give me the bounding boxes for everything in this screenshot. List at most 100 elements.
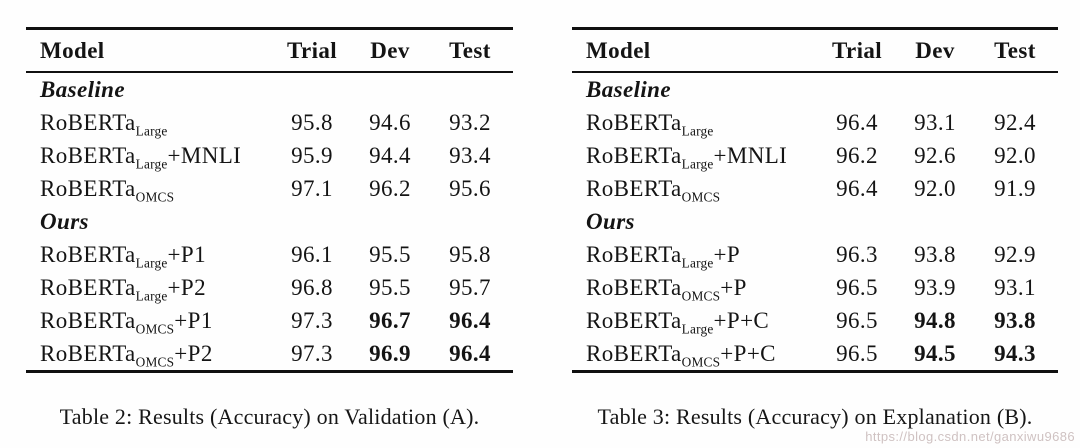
column-header-trial: Trial [271, 27, 353, 73]
csdn-watermark: https://blog.csdn.net/ganxiwu9686 [865, 429, 1075, 444]
table-header-row: Model Trial Dev Test [26, 27, 513, 73]
test-value: 93.1 [994, 274, 1036, 300]
section-label-baseline: Baseline [586, 76, 671, 102]
column-header-model: Model [26, 27, 271, 73]
table-3: Model Trial Dev Test Baseline RoBERTaLar… [572, 27, 1058, 373]
test-value: 96.4 [427, 337, 513, 373]
dev-value: 96.9 [353, 337, 427, 373]
dev-value: 96.7 [369, 307, 411, 333]
section-row: Ours [26, 205, 513, 238]
table-header-row: Model Trial Dev Test [572, 27, 1058, 73]
test-value: 92.9 [994, 241, 1036, 267]
table-row: RoBERTaOMCS+P2 97.3 96.9 96.4 [26, 337, 513, 373]
trial-value: 96.5 [836, 274, 878, 300]
model-base: RoBERTa [40, 307, 136, 333]
table-row: RoBERTaLarge 95.8 94.6 93.2 [26, 106, 513, 139]
model-subscript: Large [135, 288, 168, 304]
test-value: 96.4 [449, 307, 491, 333]
model-base: RoBERTa [586, 307, 682, 333]
model-base: RoBERTa [586, 142, 682, 168]
model-base: RoBERTa [40, 142, 136, 168]
model-suffix: +P [720, 274, 747, 300]
results-table-explanation: Model Trial Dev Test Baseline RoBERTaLar… [572, 27, 1058, 430]
model-base: RoBERTa [40, 340, 136, 366]
table-row: RoBERTaLarge+P 96.3 93.8 92.9 [572, 238, 1058, 271]
model-base: RoBERTa [40, 175, 136, 201]
test-value: 95.7 [449, 274, 491, 300]
model-suffix: +P+C [713, 307, 770, 333]
results-table-validation: Model Trial Dev Test Baseline RoBERTaLar… [26, 27, 513, 430]
model-subscript: Large [135, 123, 168, 139]
trial-value: 96.5 [836, 307, 878, 333]
table-row: RoBERTaLarge+P1 96.1 95.5 95.8 [26, 238, 513, 271]
model-subscript: OMCS [135, 321, 175, 337]
table-caption: Table 2: Results (Accuracy) on Validatio… [59, 404, 480, 429]
model-name: RoBERTaLarge [572, 106, 816, 139]
model-name: RoBERTaOMCS+P [572, 271, 816, 304]
test-value: 93.4 [449, 142, 491, 168]
table-row: RoBERTaOMCS+P1 97.3 96.7 96.4 [26, 304, 513, 337]
column-header-test: Test [427, 27, 513, 73]
table-row: RoBERTaLarge+P2 96.8 95.5 95.7 [26, 271, 513, 304]
model-name: RoBERTaLarge+P2 [26, 271, 271, 304]
model-name: RoBERTaLarge+P [572, 238, 816, 271]
model-suffix: +P+C [720, 340, 776, 366]
column-header-dev: Dev [898, 27, 972, 73]
trial-value: 96.3 [836, 241, 878, 267]
table-row: RoBERTaLarge+MNLI 95.9 94.4 93.4 [26, 139, 513, 172]
table-row: RoBERTaOMCS+P+C 96.5 94.5 94.3 [572, 337, 1058, 373]
model-name: RoBERTaOMCS+P1 [26, 304, 271, 337]
table-2: Model Trial Dev Test Baseline RoBERTaLar… [26, 27, 513, 373]
trial-value: 97.1 [291, 175, 333, 201]
model-suffix: +P1 [174, 307, 213, 333]
dev-value: 94.8 [914, 307, 956, 333]
column-header-test: Test [972, 27, 1058, 73]
table-row: RoBERTaOMCS 96.4 92.0 91.9 [572, 172, 1058, 205]
model-subscript: Large [681, 156, 714, 172]
table-row: RoBERTaLarge+MNLI 96.2 92.6 92.0 [572, 139, 1058, 172]
dev-value: 93.1 [914, 109, 956, 135]
trial-value: 96.1 [291, 241, 333, 267]
model-subscript: Large [135, 156, 168, 172]
model-base: RoBERTa [586, 274, 682, 300]
trial-value: 95.9 [291, 142, 333, 168]
dev-value: 93.8 [914, 241, 956, 267]
trial-value: 96.2 [836, 142, 878, 168]
trial-value: 96.8 [291, 274, 333, 300]
model-name: RoBERTaOMCS [572, 172, 816, 205]
model-suffix: +MNLI [713, 142, 788, 168]
model-base: RoBERTa [40, 274, 136, 300]
model-subscript: OMCS [135, 189, 175, 205]
model-suffix: +P1 [167, 241, 206, 267]
model-subscript: Large [135, 255, 168, 271]
section-label-ours: Ours [586, 208, 635, 234]
dev-value: 94.5 [898, 337, 972, 373]
model-suffix: +P2 [167, 274, 206, 300]
dev-value: 94.6 [369, 109, 411, 135]
table-row: RoBERTaLarge 96.4 93.1 92.4 [572, 106, 1058, 139]
trial-value: 95.8 [291, 109, 333, 135]
model-name: RoBERTaLarge+P1 [26, 238, 271, 271]
section-label-ours: Ours [40, 208, 89, 234]
model-name: RoBERTaLarge [26, 106, 271, 139]
trial-value: 96.4 [836, 109, 878, 135]
test-value: 92.0 [994, 142, 1036, 168]
model-name: RoBERTaLarge+MNLI [26, 139, 271, 172]
model-name: RoBERTaLarge+MNLI [572, 139, 816, 172]
model-subscript: Large [681, 255, 714, 271]
model-subscript: OMCS [681, 288, 721, 304]
dev-value: 92.6 [914, 142, 956, 168]
test-value: 92.4 [994, 109, 1036, 135]
model-suffix: +MNLI [167, 142, 242, 168]
model-base: RoBERTa [586, 340, 682, 366]
model-name: RoBERTaOMCS+P2 [26, 337, 271, 373]
trial-value: 97.3 [271, 337, 353, 373]
test-value: 95.8 [449, 241, 491, 267]
model-name: RoBERTaOMCS+P+C [572, 337, 816, 373]
table-row: RoBERTaLarge+P+C 96.5 94.8 93.8 [572, 304, 1058, 337]
test-value: 95.6 [449, 175, 491, 201]
column-header-trial: Trial [816, 27, 898, 73]
test-value: 93.2 [449, 109, 491, 135]
model-subscript: OMCS [135, 354, 175, 370]
